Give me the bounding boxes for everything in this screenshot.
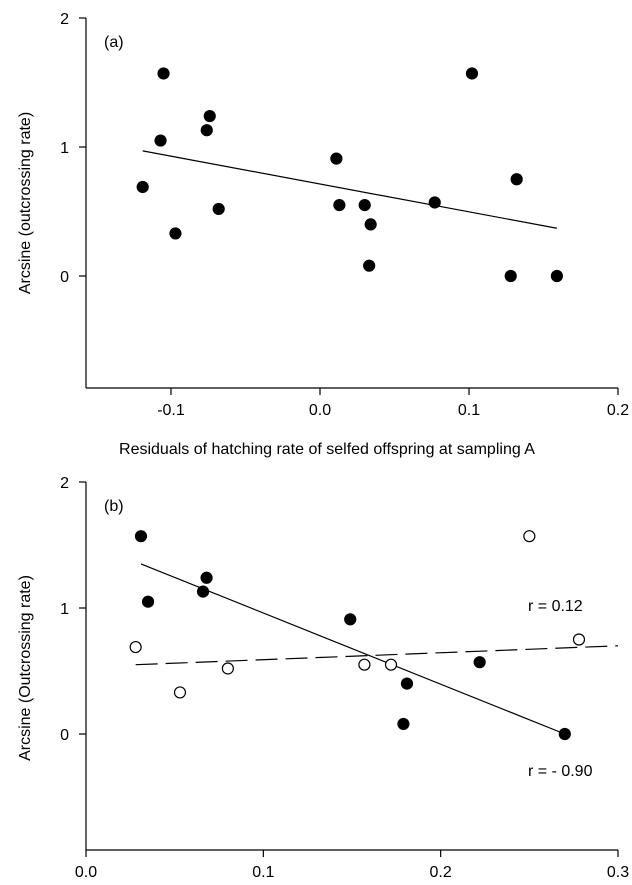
panel-b-annotation-r-open: r = 0.12	[528, 598, 583, 615]
y-tick-label: 1	[60, 140, 69, 157]
panel-a-ylabel: Arcsine (outcrossing rate)	[17, 112, 34, 294]
x-tick-label: 0.1	[252, 864, 274, 881]
panel-a-y-ticks: 0 1 2	[60, 11, 86, 286]
filled-data-point	[397, 717, 410, 731]
panel-a: -0.1 0.0 0.1 0.2 0 1 2 (a) Arcsine (outcrossi…	[17, 11, 629, 458]
filled-data-point	[550, 269, 564, 283]
filled-data-point	[154, 134, 167, 147]
solid-fit-line	[142, 150, 558, 229]
panel-a-xlabel: Residuals of hatching rate of selfed off…	[119, 441, 535, 458]
panel-b-ylabel: Arcsine (Outcrossing rate)	[17, 575, 34, 761]
panel-a-label: (a)	[104, 34, 124, 51]
x-tick-label: 0.0	[309, 402, 331, 419]
filled-data-point	[400, 677, 414, 690]
filled-data-point	[333, 198, 346, 212]
y-tick-label: 1	[60, 601, 69, 618]
filled-data-point	[358, 198, 371, 212]
panel-a-x-ticks: -0.1 0.0 0.1 0.2	[157, 388, 629, 419]
y-tick-label: 2	[60, 475, 69, 492]
y-tick-label: 0	[60, 727, 69, 744]
panel-b-annotation-r-filled: r = - 0.90	[528, 763, 593, 780]
x-tick-label: 0.2	[430, 864, 452, 881]
filled-data-point	[344, 613, 357, 626]
filled-data-point	[200, 571, 213, 584]
filled-data-point	[136, 180, 149, 194]
solid-fit-line	[140, 563, 566, 735]
x-tick-label: 0.0	[75, 864, 97, 881]
panel-b: 0.0 0.1 0.2 0.3 0 1 2 (b) Arcsine (Outcrossin…	[17, 475, 629, 881]
filled-data-point	[428, 196, 441, 209]
panel-b-label: (b)	[104, 498, 124, 515]
filled-data-point	[157, 67, 170, 80]
x-tick-label: -0.1	[157, 402, 185, 419]
panel-b-fit-lines	[135, 563, 619, 735]
open-data-point	[358, 658, 371, 671]
open-data-point	[173, 686, 187, 699]
filled-data-point	[200, 124, 213, 137]
filled-data-point	[196, 585, 210, 598]
filled-data-point	[510, 173, 523, 186]
dashed-fit-line	[135, 645, 619, 666]
y-tick-label: 2	[60, 11, 69, 28]
open-data-point	[572, 633, 586, 646]
panel-b-x-ticks: 0.0 0.1 0.2 0.3	[75, 850, 629, 881]
filled-data-point	[473, 656, 486, 669]
filled-data-point	[134, 530, 148, 543]
filled-data-point	[558, 727, 571, 741]
filled-data-point	[504, 269, 517, 283]
open-data-point	[523, 530, 536, 543]
panel-b-y-ticks: 0 1 2	[60, 475, 86, 744]
filled-data-point	[141, 595, 155, 608]
x-tick-label: 0.2	[607, 402, 629, 419]
x-tick-label: 0.1	[458, 402, 480, 419]
panel-b-points	[129, 530, 586, 741]
y-tick-label: 0	[60, 269, 69, 286]
filled-data-point	[465, 67, 479, 80]
filled-data-point	[203, 109, 216, 123]
panel-a-fit-lines	[142, 150, 558, 229]
open-data-point	[221, 662, 234, 675]
filled-data-point	[169, 227, 182, 240]
x-tick-label: 0.3	[607, 864, 629, 881]
filled-data-point	[330, 152, 343, 165]
open-data-point	[129, 640, 142, 654]
filled-data-point	[364, 218, 377, 231]
panel-a-points	[136, 67, 564, 283]
filled-data-point	[363, 259, 376, 272]
open-data-point	[384, 658, 398, 671]
filled-data-point	[212, 202, 225, 216]
